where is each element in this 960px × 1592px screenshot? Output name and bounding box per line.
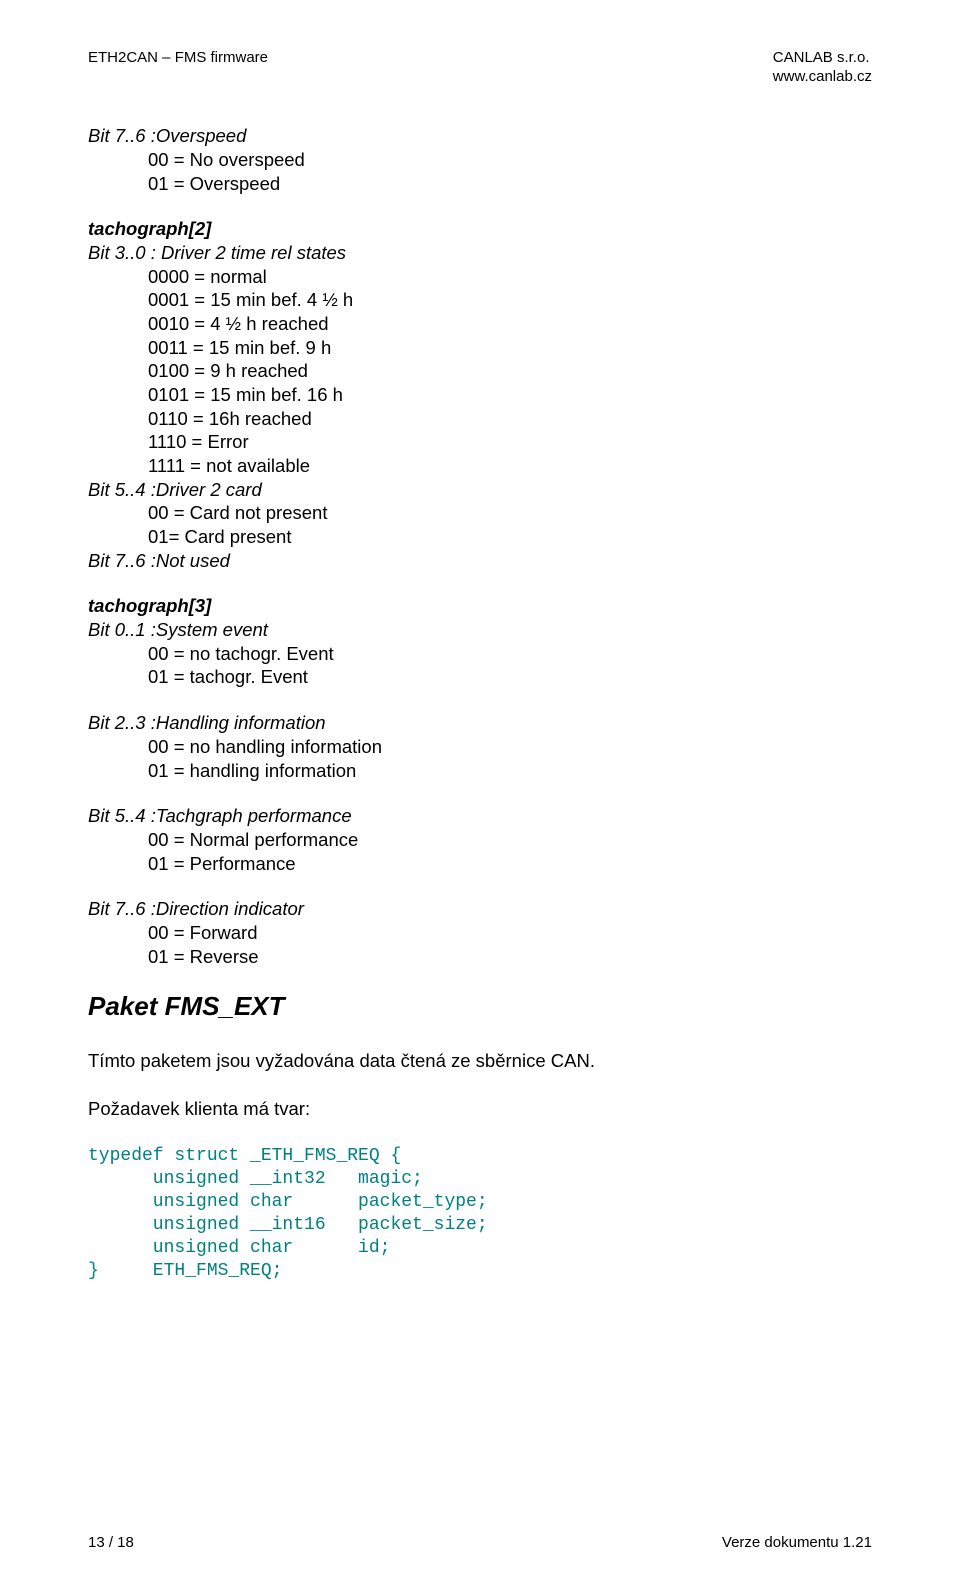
header-left: ETH2CAN – FMS firmware bbox=[88, 48, 268, 86]
value-line: 0101 = 15 min bef. 16 h bbox=[88, 383, 872, 407]
tachograph3-block: tachograph[3] Bit 0..1 :System event 00 … bbox=[88, 594, 872, 689]
tachograph2-block: tachograph[2] Bit 3..0 : Driver 2 time r… bbox=[88, 217, 872, 572]
code-block: typedef struct _ETH_FMS_REQ { unsigned _… bbox=[88, 1145, 872, 1283]
value-line: 01 = Performance bbox=[88, 852, 872, 876]
page-header: ETH2CAN – FMS firmware CANLAB s.r.o. www… bbox=[88, 48, 872, 86]
bit76-overspeed-block: Bit 7..6 :Overspeed 00 = No overspeed 01… bbox=[88, 124, 872, 195]
bit-label: Bit 7..6 :Overspeed bbox=[88, 124, 872, 148]
value-line: 1111 = not available bbox=[88, 454, 872, 478]
section-title: tachograph[3] bbox=[88, 594, 872, 618]
value-line: 0011 = 15 min bef. 9 h bbox=[88, 336, 872, 360]
value-line: 0110 = 16h reached bbox=[88, 407, 872, 431]
bit-label: Bit 5..4 :Driver 2 card bbox=[88, 478, 872, 502]
bit-label: Bit 2..3 :Handling information bbox=[88, 711, 872, 735]
value-line: 00 = No overspeed bbox=[88, 148, 872, 172]
value-line: 01 = Reverse bbox=[88, 945, 872, 969]
value-line: 0010 = 4 ½ h reached bbox=[88, 312, 872, 336]
value-line: 1110 = Error bbox=[88, 430, 872, 454]
value-line: 00 = Forward bbox=[88, 921, 872, 945]
header-company: CANLAB s.r.o. bbox=[773, 48, 872, 67]
header-right: CANLAB s.r.o. www.canlab.cz bbox=[773, 48, 872, 86]
value-line: 01= Card present bbox=[88, 525, 872, 549]
page-footer: 13 / 18 Verze dokumentu 1.21 bbox=[88, 1533, 872, 1552]
bit-label: Bit 5..4 :Tachgraph performance bbox=[88, 804, 872, 828]
value-line: 00 = no tachogr. Event bbox=[88, 642, 872, 666]
bit-label: Bit 3..0 : Driver 2 time rel states bbox=[88, 241, 872, 265]
packet-para1: Tímto paketem jsou vyžadována data čtená… bbox=[88, 1049, 872, 1073]
header-url: www.canlab.cz bbox=[773, 67, 872, 86]
value-line: 01 = handling information bbox=[88, 759, 872, 783]
value-line: 00 = Card not present bbox=[88, 501, 872, 525]
footer-version: Verze dokumentu 1.21 bbox=[722, 1533, 872, 1552]
packet-para2: Požadavek klienta má tvar: bbox=[88, 1097, 872, 1121]
value-line: 00 = Normal performance bbox=[88, 828, 872, 852]
bit-label: Bit 7..6 :Direction indicator bbox=[88, 897, 872, 921]
value-line: 0000 = normal bbox=[88, 265, 872, 289]
packet-heading: Paket FMS_EXT bbox=[88, 990, 872, 1023]
value-line: 0100 = 9 h reached bbox=[88, 359, 872, 383]
value-line: 0001 = 15 min bef. 4 ½ h bbox=[88, 288, 872, 312]
value-line: 00 = no handling information bbox=[88, 735, 872, 759]
bit76-direction-block: Bit 7..6 :Direction indicator 00 = Forwa… bbox=[88, 897, 872, 968]
bit-label: Bit 7..6 :Not used bbox=[88, 549, 872, 573]
value-line: 01 = tachogr. Event bbox=[88, 665, 872, 689]
bit-label: Bit 0..1 :System event bbox=[88, 618, 872, 642]
value-line: 01 = Overspeed bbox=[88, 172, 872, 196]
bit54-block: Bit 5..4 :Tachgraph performance 00 = Nor… bbox=[88, 804, 872, 875]
bit23-block: Bit 2..3 :Handling information 00 = no h… bbox=[88, 711, 872, 782]
section-title: tachograph[2] bbox=[88, 217, 872, 241]
footer-page: 13 / 18 bbox=[88, 1533, 134, 1552]
